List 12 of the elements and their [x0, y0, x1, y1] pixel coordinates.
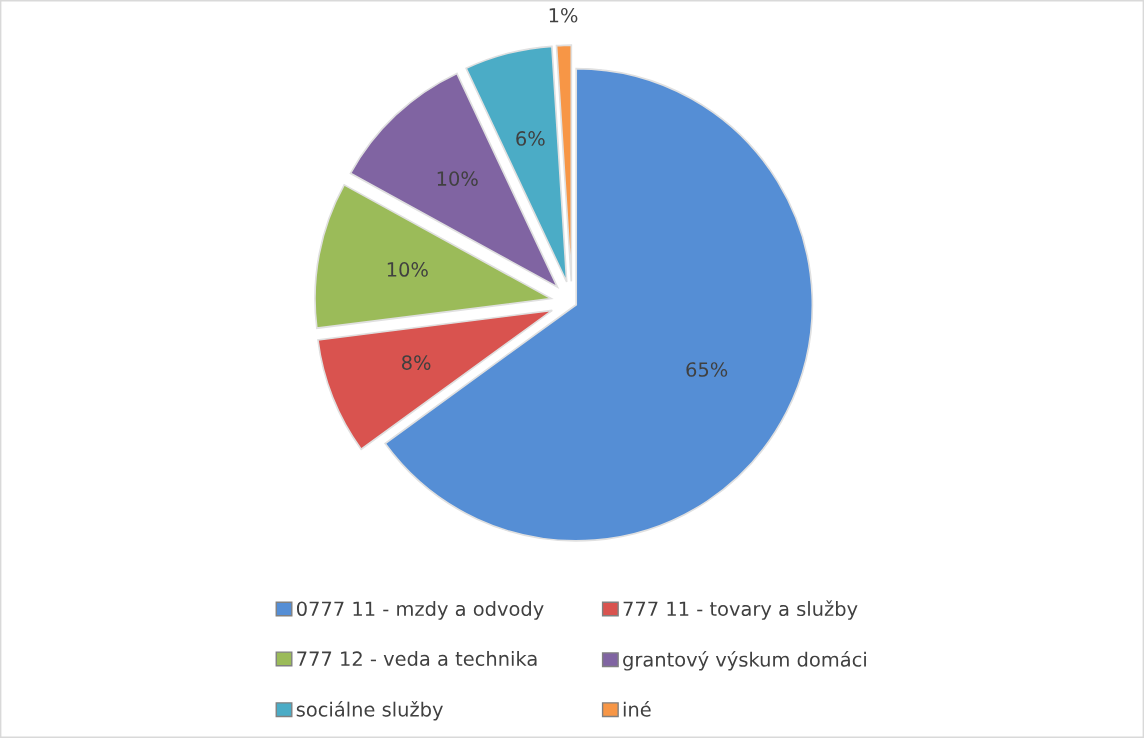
legend-label: grantový výskum domáci: [623, 650, 866, 671]
data-label: 10%: [437, 171, 478, 186]
legend-label: sociálne služby: [296, 700, 443, 721]
data-label: 1%: [549, 7, 578, 23]
legend-label: 777 11 - tovary a služby: [623, 600, 858, 620]
data-label: 6%: [516, 131, 545, 146]
legend-label: iné: [623, 700, 651, 717]
data-label: 65%: [686, 362, 728, 377]
data-label: 8%: [402, 355, 431, 370]
legend-label: 777 12 - veda a technika: [297, 650, 537, 667]
data-label: 10%: [387, 262, 428, 277]
legend-label: 0777 11 - mzdy a odvody: [296, 601, 544, 620]
